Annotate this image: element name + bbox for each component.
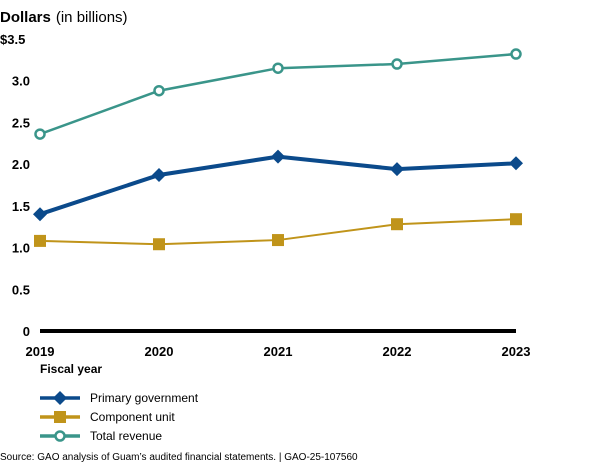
data-point xyxy=(391,58,403,70)
y-tick-label: 0 xyxy=(23,324,30,339)
legend-item: Total revenue xyxy=(40,429,162,443)
data-point xyxy=(510,213,522,226)
series-component-unit xyxy=(34,213,522,251)
x-tick-label: 2022 xyxy=(383,344,412,359)
y-tick-label: 1.0 xyxy=(12,241,30,256)
series-total-revenue xyxy=(34,48,522,140)
data-point xyxy=(509,156,523,171)
legend-marker xyxy=(54,430,66,442)
chart-title: Dollars (in billions) xyxy=(0,9,128,26)
data-point xyxy=(153,84,165,97)
data-point xyxy=(391,218,403,231)
legend-label: Primary government xyxy=(90,391,199,405)
source-note: Source: GAO analysis of Guam’s audited f… xyxy=(0,452,358,463)
data-point xyxy=(152,167,166,182)
data-point xyxy=(271,149,285,164)
legend-item: Primary government xyxy=(40,391,199,405)
data-point xyxy=(34,128,46,140)
x-tick-label: 2020 xyxy=(145,344,174,359)
y-tick-label: 0.5 xyxy=(12,282,30,297)
data-point xyxy=(272,62,284,74)
data-point xyxy=(153,238,165,251)
legend-marker xyxy=(53,391,67,405)
y-tick-label: $3.5 xyxy=(0,32,25,47)
x-axis-label: Fiscal year xyxy=(40,362,102,376)
x-tick-label: 2021 xyxy=(264,344,293,359)
x-axis-ticks: 2019 2020 2021 2022 2023 xyxy=(26,344,531,359)
x-tick-label: 2019 xyxy=(26,344,55,359)
series-line xyxy=(39,154,517,217)
y-tick-label: 2.0 xyxy=(12,157,30,172)
series-primary-government xyxy=(33,149,523,222)
data-point xyxy=(390,162,404,177)
data-point xyxy=(510,48,522,60)
data-point xyxy=(33,207,47,222)
y-tick-label: 2.5 xyxy=(12,115,30,130)
legend-label: Total revenue xyxy=(90,429,162,443)
legend-marker xyxy=(54,411,66,423)
series-group xyxy=(33,48,523,251)
data-point xyxy=(272,234,284,247)
y-tick-label: 1.5 xyxy=(12,199,30,214)
y-axis-ticks: 0 0.5 1.0 1.5 2.0 2.5 3.0 $3.5 xyxy=(0,32,30,339)
legend: Primary government Component unit Total re… xyxy=(40,391,199,443)
legend-item: Component unit xyxy=(40,410,175,424)
data-point xyxy=(34,234,46,247)
y-tick-label: 3.0 xyxy=(12,74,30,89)
legend-label: Component unit xyxy=(90,410,175,424)
x-tick-label: 2023 xyxy=(502,344,531,359)
